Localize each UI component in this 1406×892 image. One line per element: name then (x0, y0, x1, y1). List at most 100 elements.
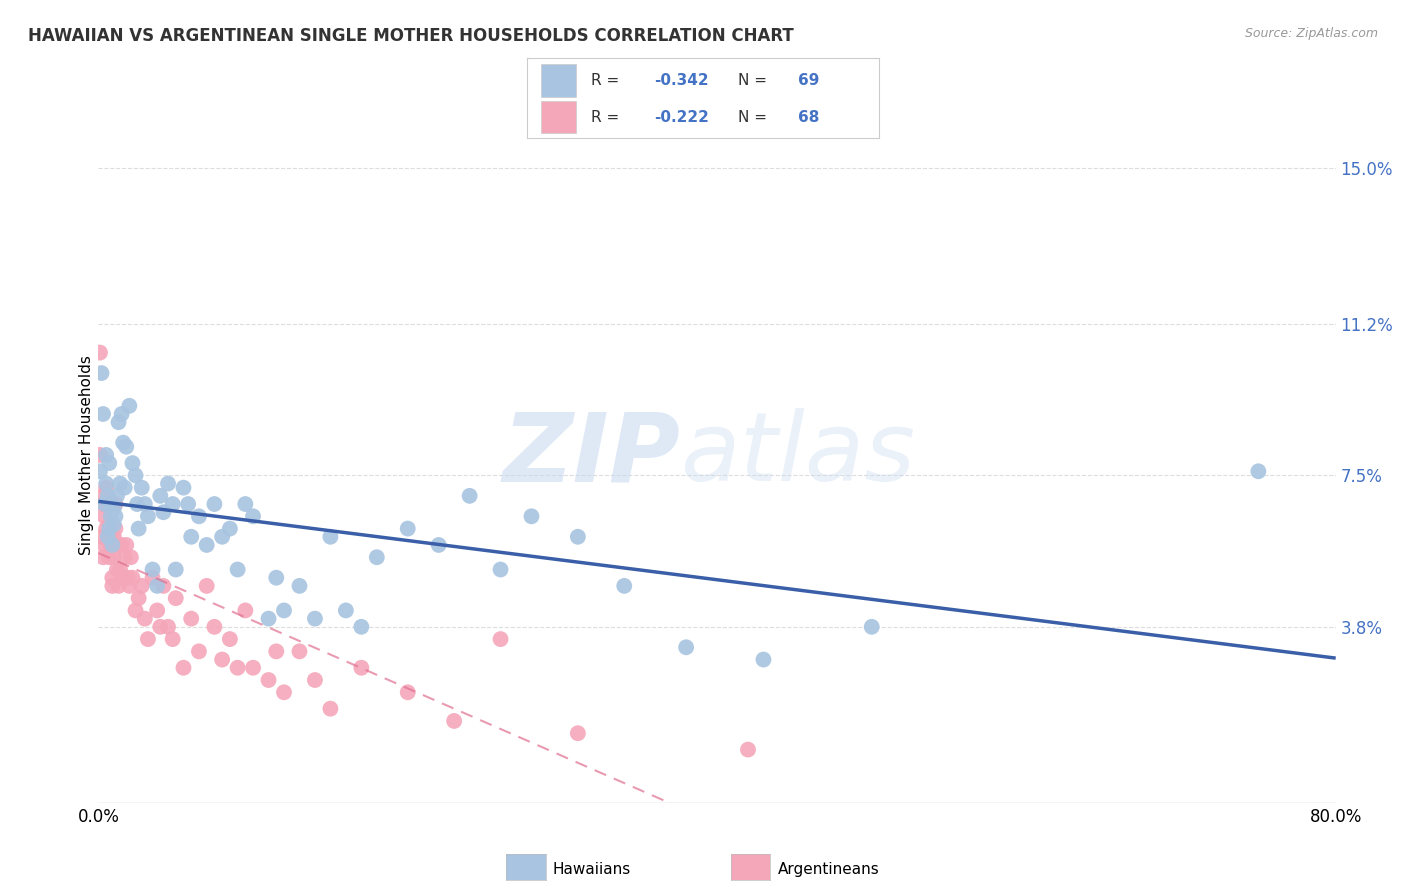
Point (195, 538, 218, 552)
Point (100, 530, 122, 544)
Point (90, 366, 112, 380)
Point (93, 538, 115, 552)
Text: Source: ZipAtlas.com: Source: ZipAtlas.com (1244, 27, 1378, 40)
Point (304, 612, 326, 626)
Point (335, 603, 357, 617)
Point (204, 620, 226, 634)
Point (112, 435, 135, 450)
Text: -0.222: -0.222 (654, 110, 709, 125)
Point (93, 509, 115, 524)
Point (266, 644, 288, 658)
Point (152, 579, 174, 593)
Point (97, 530, 120, 544)
Point (124, 603, 146, 617)
Point (396, 685, 419, 699)
Point (100, 538, 122, 552)
Point (98, 517, 121, 532)
Point (350, 661, 373, 675)
Point (136, 509, 159, 524)
Point (115, 440, 138, 454)
Point (204, 497, 226, 511)
Point (235, 603, 257, 617)
Point (520, 509, 543, 524)
Point (97, 489, 120, 503)
Point (319, 701, 342, 715)
Point (157, 476, 180, 491)
Point (165, 562, 187, 576)
Point (304, 673, 326, 687)
Point (134, 497, 156, 511)
Point (89, 464, 111, 478)
Text: 68: 68 (799, 110, 820, 125)
Point (180, 612, 202, 626)
Point (273, 685, 295, 699)
Text: N =: N = (738, 110, 772, 125)
Point (366, 550, 388, 565)
Point (567, 530, 589, 544)
Text: N =: N = (738, 73, 772, 88)
Point (146, 603, 169, 617)
Point (103, 501, 125, 516)
Point (101, 579, 124, 593)
Point (96, 481, 118, 495)
Point (128, 522, 150, 536)
Point (162, 497, 184, 511)
Point (188, 509, 211, 524)
Point (121, 571, 143, 585)
Point (97, 530, 120, 544)
Point (613, 579, 636, 593)
Point (103, 550, 125, 565)
Point (89, 345, 111, 359)
Point (96, 476, 118, 491)
Point (97, 497, 120, 511)
Point (90, 497, 112, 511)
Text: atlas: atlas (681, 409, 915, 501)
Point (131, 579, 153, 593)
Point (104, 522, 127, 536)
Point (752, 652, 775, 666)
FancyBboxPatch shape (541, 64, 576, 96)
Point (96, 448, 118, 462)
Point (91, 550, 114, 565)
Point (165, 591, 187, 606)
Point (860, 620, 883, 634)
Point (226, 562, 249, 576)
Point (115, 538, 138, 552)
Point (91, 407, 114, 421)
Text: Argentineans: Argentineans (778, 863, 879, 877)
Point (100, 497, 122, 511)
Point (443, 714, 465, 728)
Point (127, 497, 149, 511)
Point (107, 415, 129, 429)
Text: Hawaiians: Hawaiians (553, 863, 631, 877)
Point (211, 652, 233, 666)
Point (226, 661, 249, 675)
Point (350, 620, 373, 634)
Point (117, 571, 139, 585)
Point (146, 579, 169, 593)
Point (427, 538, 450, 552)
Point (177, 497, 200, 511)
Point (105, 562, 128, 576)
Point (273, 603, 295, 617)
Point (180, 530, 202, 544)
Point (118, 399, 141, 413)
Point (112, 571, 135, 585)
Point (134, 612, 156, 626)
Point (100, 509, 122, 524)
Point (152, 505, 174, 519)
Point (98, 456, 121, 470)
Point (235, 497, 257, 511)
Point (93, 497, 115, 511)
Point (101, 538, 124, 552)
Text: R =: R = (591, 73, 624, 88)
Point (91, 489, 114, 503)
Point (157, 620, 180, 634)
Point (90, 530, 112, 544)
Text: ZIP: ZIP (502, 409, 681, 501)
Point (98, 550, 121, 565)
Point (242, 661, 264, 675)
Point (103, 517, 125, 532)
Point (96, 522, 118, 536)
Point (136, 632, 159, 646)
